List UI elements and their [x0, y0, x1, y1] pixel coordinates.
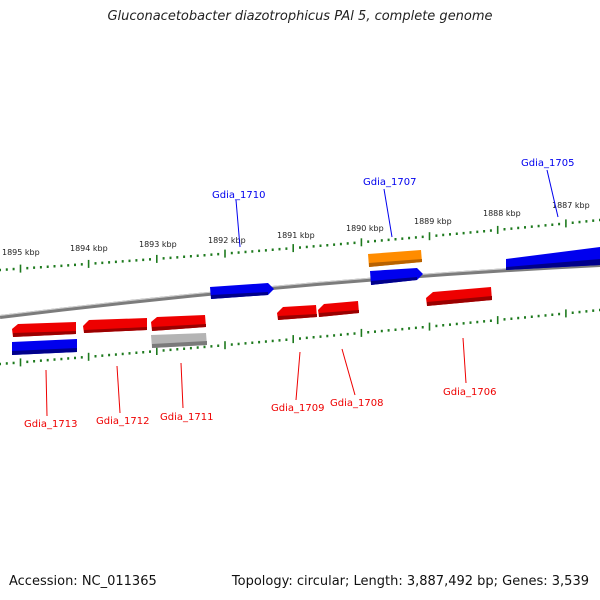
gene-gdia-1710[interactable]: Gdia_1710 [210, 190, 274, 299]
map-title: Gluconacetobacter diazotrophicus PAl 5, … [107, 9, 493, 24]
gene-label[interactable]: Gdia_1705 [521, 158, 574, 169]
gene-arrow-shade [278, 314, 317, 320]
gene-arrow-shade [319, 310, 359, 317]
gene-leader-line [295, 351, 301, 401]
gene-label[interactable]: Gdia_1706 [443, 387, 496, 398]
gene-label[interactable]: Gdia_1709 [271, 403, 324, 414]
gene-leader-line [546, 169, 559, 218]
gene-leader-line [180, 362, 184, 409]
ruler-label: 1893 kbp [139, 240, 177, 249]
gene-arrow-shade [84, 327, 147, 333]
gene-leader-line [341, 348, 356, 396]
ruler-label: 1894 kbp [70, 244, 108, 253]
gene-arrow-shade [427, 296, 492, 306]
gene-gdia-1713[interactable]: Gdia_1713 [12, 322, 77, 430]
gene-leader-line [116, 365, 121, 414]
accession-text: Accession: NC_011365 [9, 574, 157, 589]
gene-label[interactable]: Gdia_1713 [24, 419, 77, 430]
gene-arrow-shade [369, 259, 422, 267]
ruler-label: 1891 kbp [277, 231, 315, 240]
gene-leader-line [383, 188, 393, 238]
gene-gdia-1711[interactable]: Gdia_1711 [151, 315, 213, 423]
gene-gdia-1713-forward[interactable] [12, 339, 77, 355]
ruler-label: 1895 kbp [2, 248, 40, 257]
genome-backbone [0, 263, 600, 319]
gene-gdia-1706[interactable]: Gdia_1706 [426, 287, 496, 398]
gene-leader-line [45, 369, 48, 417]
gene-gdia-1708[interactable]: Gdia_1708 [318, 301, 383, 409]
gene-arrow-shade [211, 292, 268, 299]
gene-label[interactable]: Gdia_1710 [212, 190, 265, 201]
ruler-label: 1888 kbp [483, 209, 521, 218]
gene-label[interactable]: Gdia_1711 [160, 412, 213, 423]
gene-gdia-1705[interactable]: Gdia_1705 [506, 158, 600, 270]
gene-arrow-shade [371, 277, 417, 285]
ruler-label: 1892 kbp [208, 236, 246, 245]
gene-label[interactable]: Gdia_1712 [96, 416, 149, 427]
genome-summary-text: Topology: circular; Length: 3,887,492 bp… [231, 574, 589, 589]
ruler-labels: 1895 kbp 1894 kbp 1893 kbp 1892 kbp 1891… [2, 201, 590, 257]
gene-arrow-shade [152, 324, 206, 331]
ruler-label: 1890 kbp [346, 224, 384, 233]
gene-label[interactable]: Gdia_1707 [363, 177, 416, 188]
ruler-label: 1887 kbp [552, 201, 590, 210]
ruler-ticks [0, 218, 600, 367]
gene-arrow-shade [152, 341, 207, 348]
ruler-label: 1889 kbp [414, 217, 452, 226]
gene-leader-line [462, 337, 467, 384]
gene-arrow-shade [506, 259, 600, 270]
gene-label[interactable]: Gdia_1708 [330, 398, 383, 409]
gene-leader-line [235, 199, 241, 248]
gene-arrow-shade [12, 348, 77, 355]
gene-arrow-shade [13, 331, 76, 337]
gene-gdia-1707[interactable]: Gdia_1707 [363, 177, 423, 285]
gene-gdia-1712[interactable]: Gdia_1712 [83, 318, 149, 427]
gene-gdia-1709[interactable]: Gdia_1709 [271, 305, 324, 414]
